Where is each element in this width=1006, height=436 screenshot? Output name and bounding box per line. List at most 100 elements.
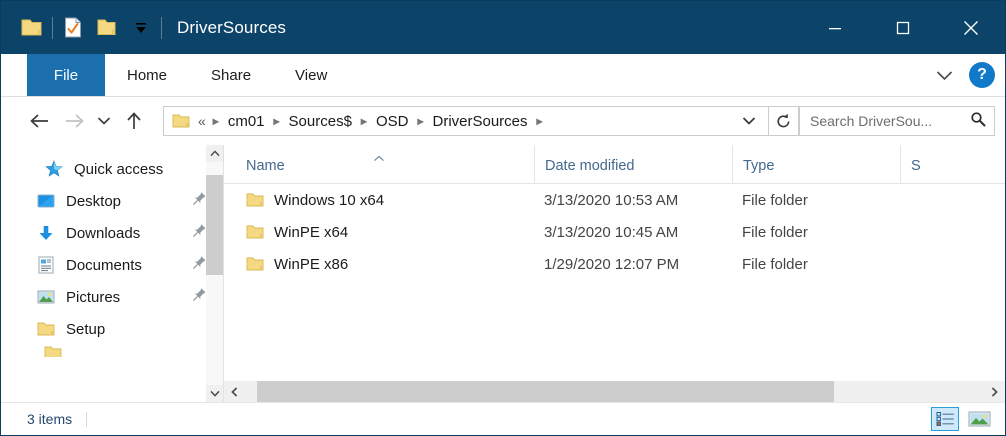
tab-home[interactable]: Home (127, 66, 168, 84)
breadcrumb-dropdown-icon[interactable] (734, 116, 768, 126)
pin-icon[interactable] (192, 287, 207, 307)
breadcrumb-separator-3[interactable]: ▸ (417, 114, 424, 128)
breadcrumb[interactable]: « ▸ cm01 ▸ Sources$ ▸ OSD ▸ DriverSource… (163, 106, 769, 136)
breadcrumb-item-cm01[interactable]: cm01 (227, 112, 265, 130)
column-headers: Name Date modified Type S (224, 145, 1005, 184)
pin-icon[interactable] (192, 223, 207, 243)
scroll-down-icon[interactable] (206, 385, 223, 402)
horizontal-scrollbar-thumb[interactable] (257, 381, 834, 402)
desktop-icon (35, 193, 57, 209)
breadcrumb-separator-0[interactable]: ▸ (212, 114, 219, 128)
star-icon (43, 160, 65, 178)
sidebar-item-label: Downloads (66, 224, 141, 242)
status-bar: 3 items (1, 402, 1005, 435)
scroll-right-icon[interactable] (984, 381, 1005, 402)
breadcrumb-separator-4[interactable]: ▸ (536, 114, 543, 128)
ribbon-tab-bar: File Home Share View ? (1, 54, 1005, 97)
pin-icon[interactable] (192, 191, 207, 211)
sidebar-item-downloads[interactable]: Downloads (1, 217, 223, 249)
column-header-label: S (911, 158, 921, 174)
column-header-type[interactable]: Type (732, 145, 900, 183)
table-row[interactable]: Windows 10 x64 3/13/2020 10:53 AM File f… (224, 184, 1005, 216)
minimize-button[interactable] (801, 1, 869, 54)
documents-icon (35, 256, 57, 274)
sidebar-item-documents[interactable]: Documents (1, 249, 223, 281)
file-type-cell: File folder (742, 255, 808, 273)
pictures-icon (35, 289, 57, 305)
column-header-name[interactable]: Name (224, 145, 534, 183)
qat-separator-1 (52, 16, 53, 39)
file-name-cell[interactable]: WinPE x86 (224, 256, 534, 273)
address-bar: « ▸ cm01 ▸ Sources$ ▸ OSD ▸ DriverSource… (1, 97, 1005, 145)
file-date-cell: 3/13/2020 10:53 AM (544, 191, 679, 209)
breadcrumb-overflow[interactable]: « (198, 113, 206, 129)
tab-view[interactable]: View (295, 66, 328, 84)
column-header-label: Name (246, 158, 285, 174)
sort-ascending-icon (374, 150, 385, 166)
up-button[interactable] (117, 104, 151, 138)
search-icon[interactable] (970, 111, 986, 132)
column-header-date-modified[interactable]: Date modified (534, 145, 732, 183)
file-rows: Windows 10 x64 3/13/2020 10:53 AM File f… (224, 184, 1005, 380)
close-button[interactable] (937, 1, 1005, 54)
pin-icon[interactable] (192, 255, 207, 275)
file-name-cell[interactable]: WinPE x64 (224, 224, 534, 241)
sidebar-item-quick-access[interactable]: Quick access (1, 153, 223, 185)
breadcrumb-folder-icon[interactable] (164, 113, 196, 129)
column-header-size[interactable]: S (900, 145, 940, 183)
breadcrumb-item-sources[interactable]: Sources$ (288, 112, 352, 130)
folder-icon (246, 192, 264, 208)
window-controls (801, 1, 1005, 54)
large-icons-view-button[interactable] (965, 407, 993, 431)
details-view-button[interactable] (931, 407, 959, 431)
file-type-cell: File folder (742, 223, 808, 241)
breadcrumb-separator-1[interactable]: ▸ (273, 114, 280, 128)
sidebar-item-label: Desktop (66, 192, 122, 210)
new-folder-icon[interactable] (90, 11, 124, 45)
pane-splitter[interactable] (223, 145, 224, 402)
view-mode-buttons (931, 407, 999, 431)
tab-share[interactable]: Share (211, 66, 252, 84)
title-bar: DriverSources (1, 1, 1005, 54)
breadcrumb-item-osd[interactable]: OSD (375, 112, 409, 130)
scroll-up-icon[interactable] (206, 145, 223, 162)
refresh-button[interactable] (769, 106, 799, 136)
item-count-label: 3 items (27, 411, 73, 427)
sidebar-item-setup[interactable]: Setup (1, 313, 223, 345)
file-date-cell: 3/13/2020 10:45 AM (544, 223, 679, 241)
breadcrumb-separator-2[interactable]: ▸ (360, 114, 367, 128)
file-name-cell[interactable]: Windows 10 x64 (224, 192, 534, 209)
file-type-cell: File folder (742, 191, 808, 209)
recent-locations-button[interactable] (91, 104, 117, 138)
navigation-pane-scrollbar[interactable] (205, 145, 223, 402)
forward-button[interactable] (57, 104, 91, 138)
sidebar-item-partial[interactable] (1, 345, 223, 357)
table-row[interactable]: WinPE x64 3/13/2020 10:45 AM File folder (224, 216, 1005, 248)
tab-file[interactable]: File (27, 54, 105, 96)
sidebar-item-desktop[interactable]: Desktop (1, 185, 223, 217)
properties-icon[interactable] (56, 11, 90, 45)
chevron-down-icon[interactable] (929, 60, 959, 90)
customize-dropdown-icon[interactable] (124, 11, 158, 45)
back-button[interactable] (23, 104, 57, 138)
table-row[interactable]: WinPE x86 1/29/2020 12:07 PM File folder (224, 248, 1005, 280)
folder-icon (246, 224, 264, 240)
maximize-button[interactable] (869, 1, 937, 54)
scrollbar-thumb[interactable] (206, 175, 223, 275)
navigation-pane: Quick access Desktop (1, 145, 223, 402)
search-input[interactable]: Search DriverSou... (799, 106, 995, 136)
sidebar-item-label: Quick access (74, 160, 164, 178)
folder-icon (246, 256, 264, 272)
quick-access-toolbar: DriverSources (1, 11, 286, 45)
horizontal-scroll-track[interactable] (245, 381, 984, 402)
folder-icon (35, 321, 57, 337)
breadcrumb-item-driversources[interactable]: DriverSources (432, 112, 528, 130)
help-icon[interactable]: ? (969, 62, 995, 88)
ribbon-right-controls: ? (929, 54, 995, 96)
file-name-label: WinPE x86 (274, 255, 349, 273)
sidebar-item-pictures[interactable]: Pictures (1, 281, 223, 313)
file-list-horizontal-scrollbar[interactable] (224, 380, 1005, 402)
scroll-left-icon[interactable] (224, 381, 245, 402)
folder-icon[interactable] (15, 11, 49, 45)
